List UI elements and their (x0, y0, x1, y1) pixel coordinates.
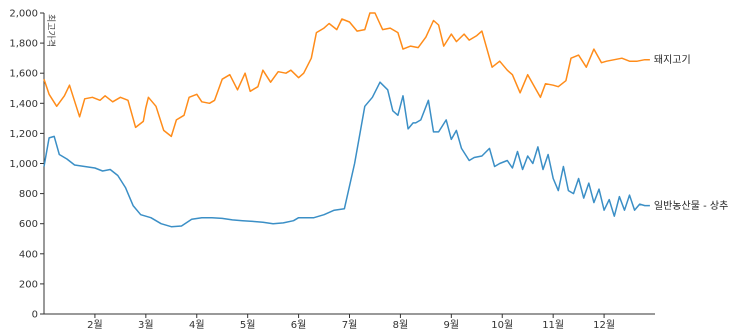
x-tick-label: 5월 (240, 319, 256, 329)
x-tick-label: 9월 (444, 319, 460, 329)
y-tick-label: 1,400 (9, 99, 38, 110)
y-axis: 0 200 400 600 800 1,000 1,200 1,400 1,600 1,800 2,… (9, 9, 45, 321)
series-label-0: 돼지고기 (654, 54, 691, 66)
y-tick-label: 2,000 (9, 9, 38, 20)
x-tick-label: 6월 (291, 319, 307, 329)
series-line-1 (43, 81, 650, 228)
x-tick-label: 3월 (138, 319, 154, 329)
x-tick-label: 11월 (542, 319, 564, 329)
series-label-1: 일반농산물 - 상추 (654, 200, 728, 212)
y-tick-label: 800 (19, 189, 38, 200)
x-tick-label: 10월 (491, 319, 513, 329)
y-tick-label: 200 (19, 279, 38, 290)
x-tick-label: 7월 (342, 319, 358, 329)
x-tick-label: 2월 (87, 319, 103, 329)
y-tick-label: 400 (19, 249, 38, 260)
y-tick-label: 1,000 (9, 159, 38, 170)
x-tick-label: 12월 (593, 319, 615, 329)
y-tick-label: 600 (19, 219, 38, 230)
y-tick-label: 1,600 (9, 69, 38, 80)
y-tick-label: 1,800 (9, 39, 38, 50)
x-axis: 2월 3월 4월 5월 6월 7월 8월 9월 10월 11월 12월 (44, 313, 655, 329)
y-tick-label: 0 (32, 310, 38, 321)
x-tick-label: 4월 (189, 319, 205, 329)
x-tick-label: 8월 (393, 319, 409, 329)
series-lines (43, 12, 650, 228)
series-line-0 (43, 12, 650, 138)
y-axis-label: 최고가격 (45, 14, 57, 47)
y-tick-label: 1,200 (9, 129, 38, 140)
